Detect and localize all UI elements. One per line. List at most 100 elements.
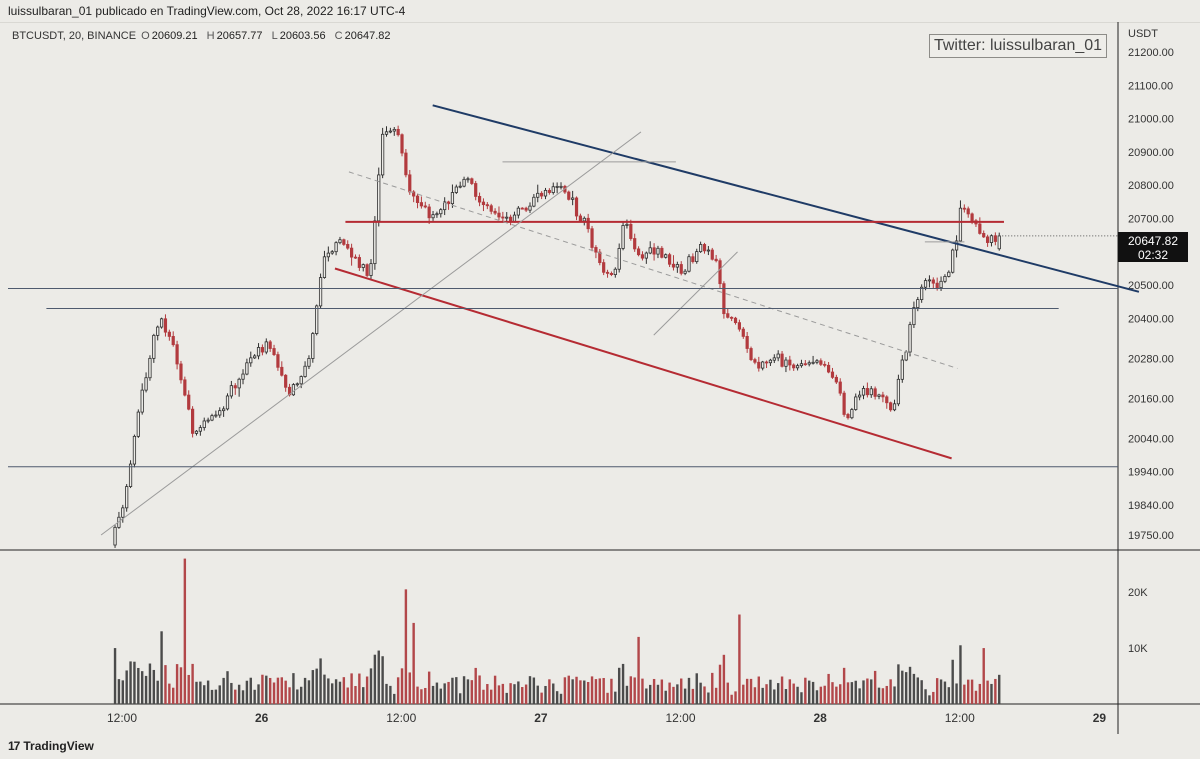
- volume-bar: [873, 670, 877, 704]
- candle-body: [179, 363, 183, 381]
- volume-bar: [575, 676, 578, 704]
- volume-bar: [680, 678, 683, 704]
- candle-body: [536, 192, 540, 198]
- candle-body: [912, 307, 916, 326]
- candle-body: [679, 264, 683, 274]
- volume-bar: [427, 671, 431, 704]
- candle-body: [916, 299, 920, 308]
- volume-bar: [881, 688, 885, 704]
- candle-body: [466, 178, 470, 181]
- volume-bar: [559, 693, 563, 704]
- volume-bar: [319, 658, 322, 704]
- volume-bar: [555, 691, 559, 704]
- volume-bar: [699, 682, 702, 704]
- candle-body: [675, 264, 679, 268]
- candle-body: [113, 526, 117, 546]
- volume-bar: [365, 676, 369, 704]
- volume-bar: [567, 675, 570, 704]
- candle-body: [799, 363, 804, 367]
- volume-bar: [586, 681, 590, 704]
- price-tick-label: 20700.00: [1128, 214, 1174, 226]
- volume-bar: [637, 636, 640, 704]
- candle-body: [450, 192, 455, 205]
- volume-bar: [703, 686, 706, 704]
- candle-body: [272, 348, 276, 355]
- time-tick-label: 12:00: [666, 711, 696, 725]
- descending-channel-upper: [432, 104, 1140, 293]
- candle-body: [667, 254, 672, 265]
- candle-body: [567, 191, 571, 200]
- volume-bar: [943, 681, 947, 704]
- candle-body: [128, 463, 133, 487]
- volume-bar: [683, 688, 687, 704]
- candle-body: [772, 357, 776, 361]
- candle-body: [470, 178, 474, 184]
- volume-bar: [749, 678, 753, 704]
- volume-bar: [986, 680, 989, 704]
- candle-body: [175, 344, 179, 365]
- volume-bar: [447, 681, 450, 704]
- candle-body: [636, 248, 641, 256]
- candle-body: [206, 419, 210, 422]
- candle-body: [330, 251, 334, 254]
- candle-body: [574, 197, 579, 217]
- volume-bar: [889, 679, 892, 704]
- volume-bar: [234, 689, 237, 704]
- candle-body: [350, 247, 354, 258]
- candle-body: [795, 365, 800, 369]
- candle-body: [757, 361, 761, 369]
- volume-bar: [280, 677, 284, 704]
- twitter-watermark: Twitter: luissulbaran_01: [929, 34, 1107, 58]
- volume-bar: [385, 683, 388, 704]
- candle-body: [419, 202, 424, 207]
- volume-bar: [172, 687, 175, 704]
- candle-body: [415, 195, 420, 203]
- candle-body: [741, 328, 745, 337]
- volume-bar: [296, 689, 299, 704]
- candle-body: [121, 507, 125, 518]
- volume-bar: [412, 622, 415, 704]
- volume-bar: [610, 678, 613, 704]
- candle-body: [605, 271, 610, 274]
- volume-bar: [649, 684, 652, 704]
- volume-bar: [439, 688, 442, 704]
- volume-bar: [765, 684, 768, 704]
- volume-bar: [552, 683, 555, 704]
- candle-body: [346, 244, 350, 249]
- close-value: 20647.82: [344, 30, 391, 42]
- volume-bar: [792, 683, 795, 704]
- volume-bar: [846, 682, 850, 704]
- candle-body: [850, 409, 854, 419]
- candle-body: [695, 251, 699, 263]
- tradingview-footer[interactable]: 17 TradingView: [8, 739, 94, 753]
- volume-bar: [455, 677, 458, 704]
- candle-body: [520, 207, 524, 210]
- candle-body: [702, 244, 707, 252]
- volume-bar: [528, 676, 532, 704]
- time-tick-label: 29: [1093, 711, 1107, 725]
- volume-bar: [358, 673, 361, 704]
- candle-body: [152, 334, 156, 359]
- candle-body: [144, 377, 148, 391]
- candle-body: [582, 217, 586, 222]
- volume-bar: [420, 689, 423, 704]
- candle-body: [714, 258, 718, 262]
- candle-body: [819, 360, 823, 365]
- volume-bar: [474, 667, 477, 704]
- price-tick-label: 20800.00: [1128, 180, 1174, 192]
- candle-body: [838, 381, 842, 394]
- candle-body: [625, 223, 629, 226]
- volume-bar: [315, 668, 318, 704]
- volume-bar: [210, 689, 214, 704]
- candle-body: [423, 205, 427, 208]
- candle-body: [512, 214, 517, 222]
- price-tick-label: 21200.00: [1128, 47, 1174, 59]
- volume-bar: [652, 678, 656, 704]
- candle-body: [245, 362, 249, 375]
- candle-body: [815, 360, 819, 363]
- candle-body: [753, 359, 757, 363]
- candle-body: [202, 420, 206, 429]
- candle-body: [823, 363, 827, 366]
- price-tick-label: 19750.00: [1128, 530, 1174, 542]
